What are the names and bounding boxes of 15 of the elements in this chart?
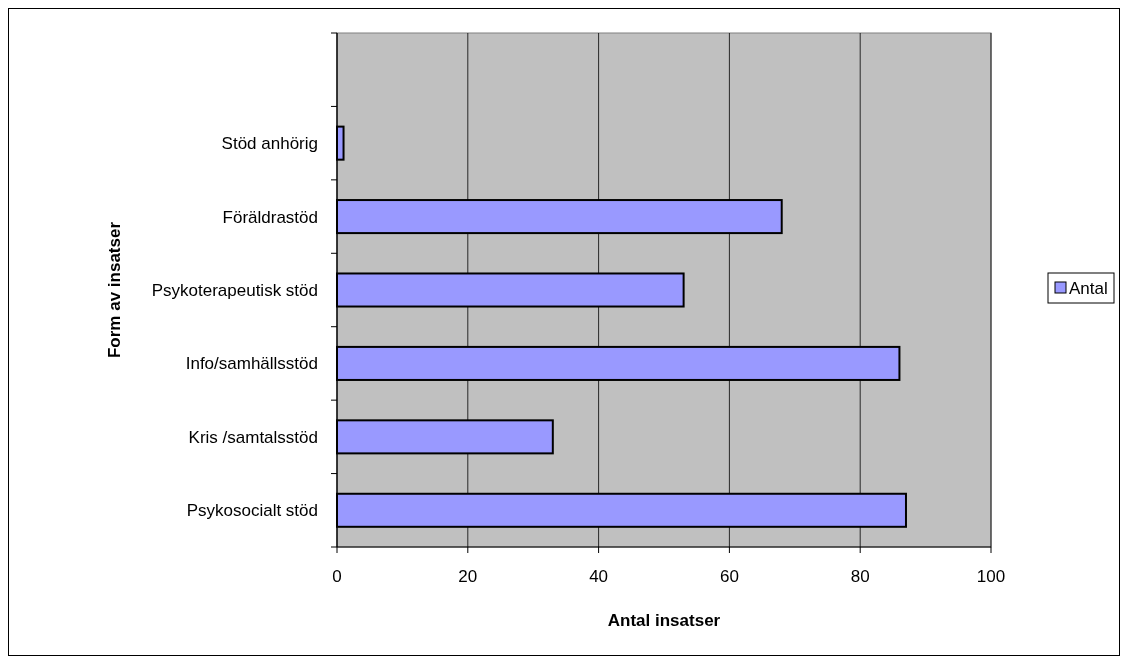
y-tick-label: Stöd anhörig xyxy=(221,134,318,154)
y-tick-label: Kris /samtalsstöd xyxy=(188,427,318,447)
x-tick-label: 20 xyxy=(458,567,478,586)
x-tick-label: 80 xyxy=(850,567,870,586)
x-tick-label: 60 xyxy=(719,567,739,586)
legend-label: Antal xyxy=(1069,278,1108,298)
y-tick-label: Info/samhällsstöd xyxy=(185,354,318,374)
y-tick-label: Psykosocialt stöd xyxy=(186,501,318,521)
y-tick-label: Föräldrastöd xyxy=(222,207,318,227)
x-tick-label: 0 xyxy=(332,567,342,586)
y-tick-label: Psykoterapeutisk stöd xyxy=(151,280,318,300)
x-tick-label: 40 xyxy=(589,567,609,586)
x-tick-label: 100 xyxy=(976,567,1006,586)
x-axis-title: Antal insatser xyxy=(607,611,721,630)
y-axis-title: Form av insatser xyxy=(105,221,124,359)
